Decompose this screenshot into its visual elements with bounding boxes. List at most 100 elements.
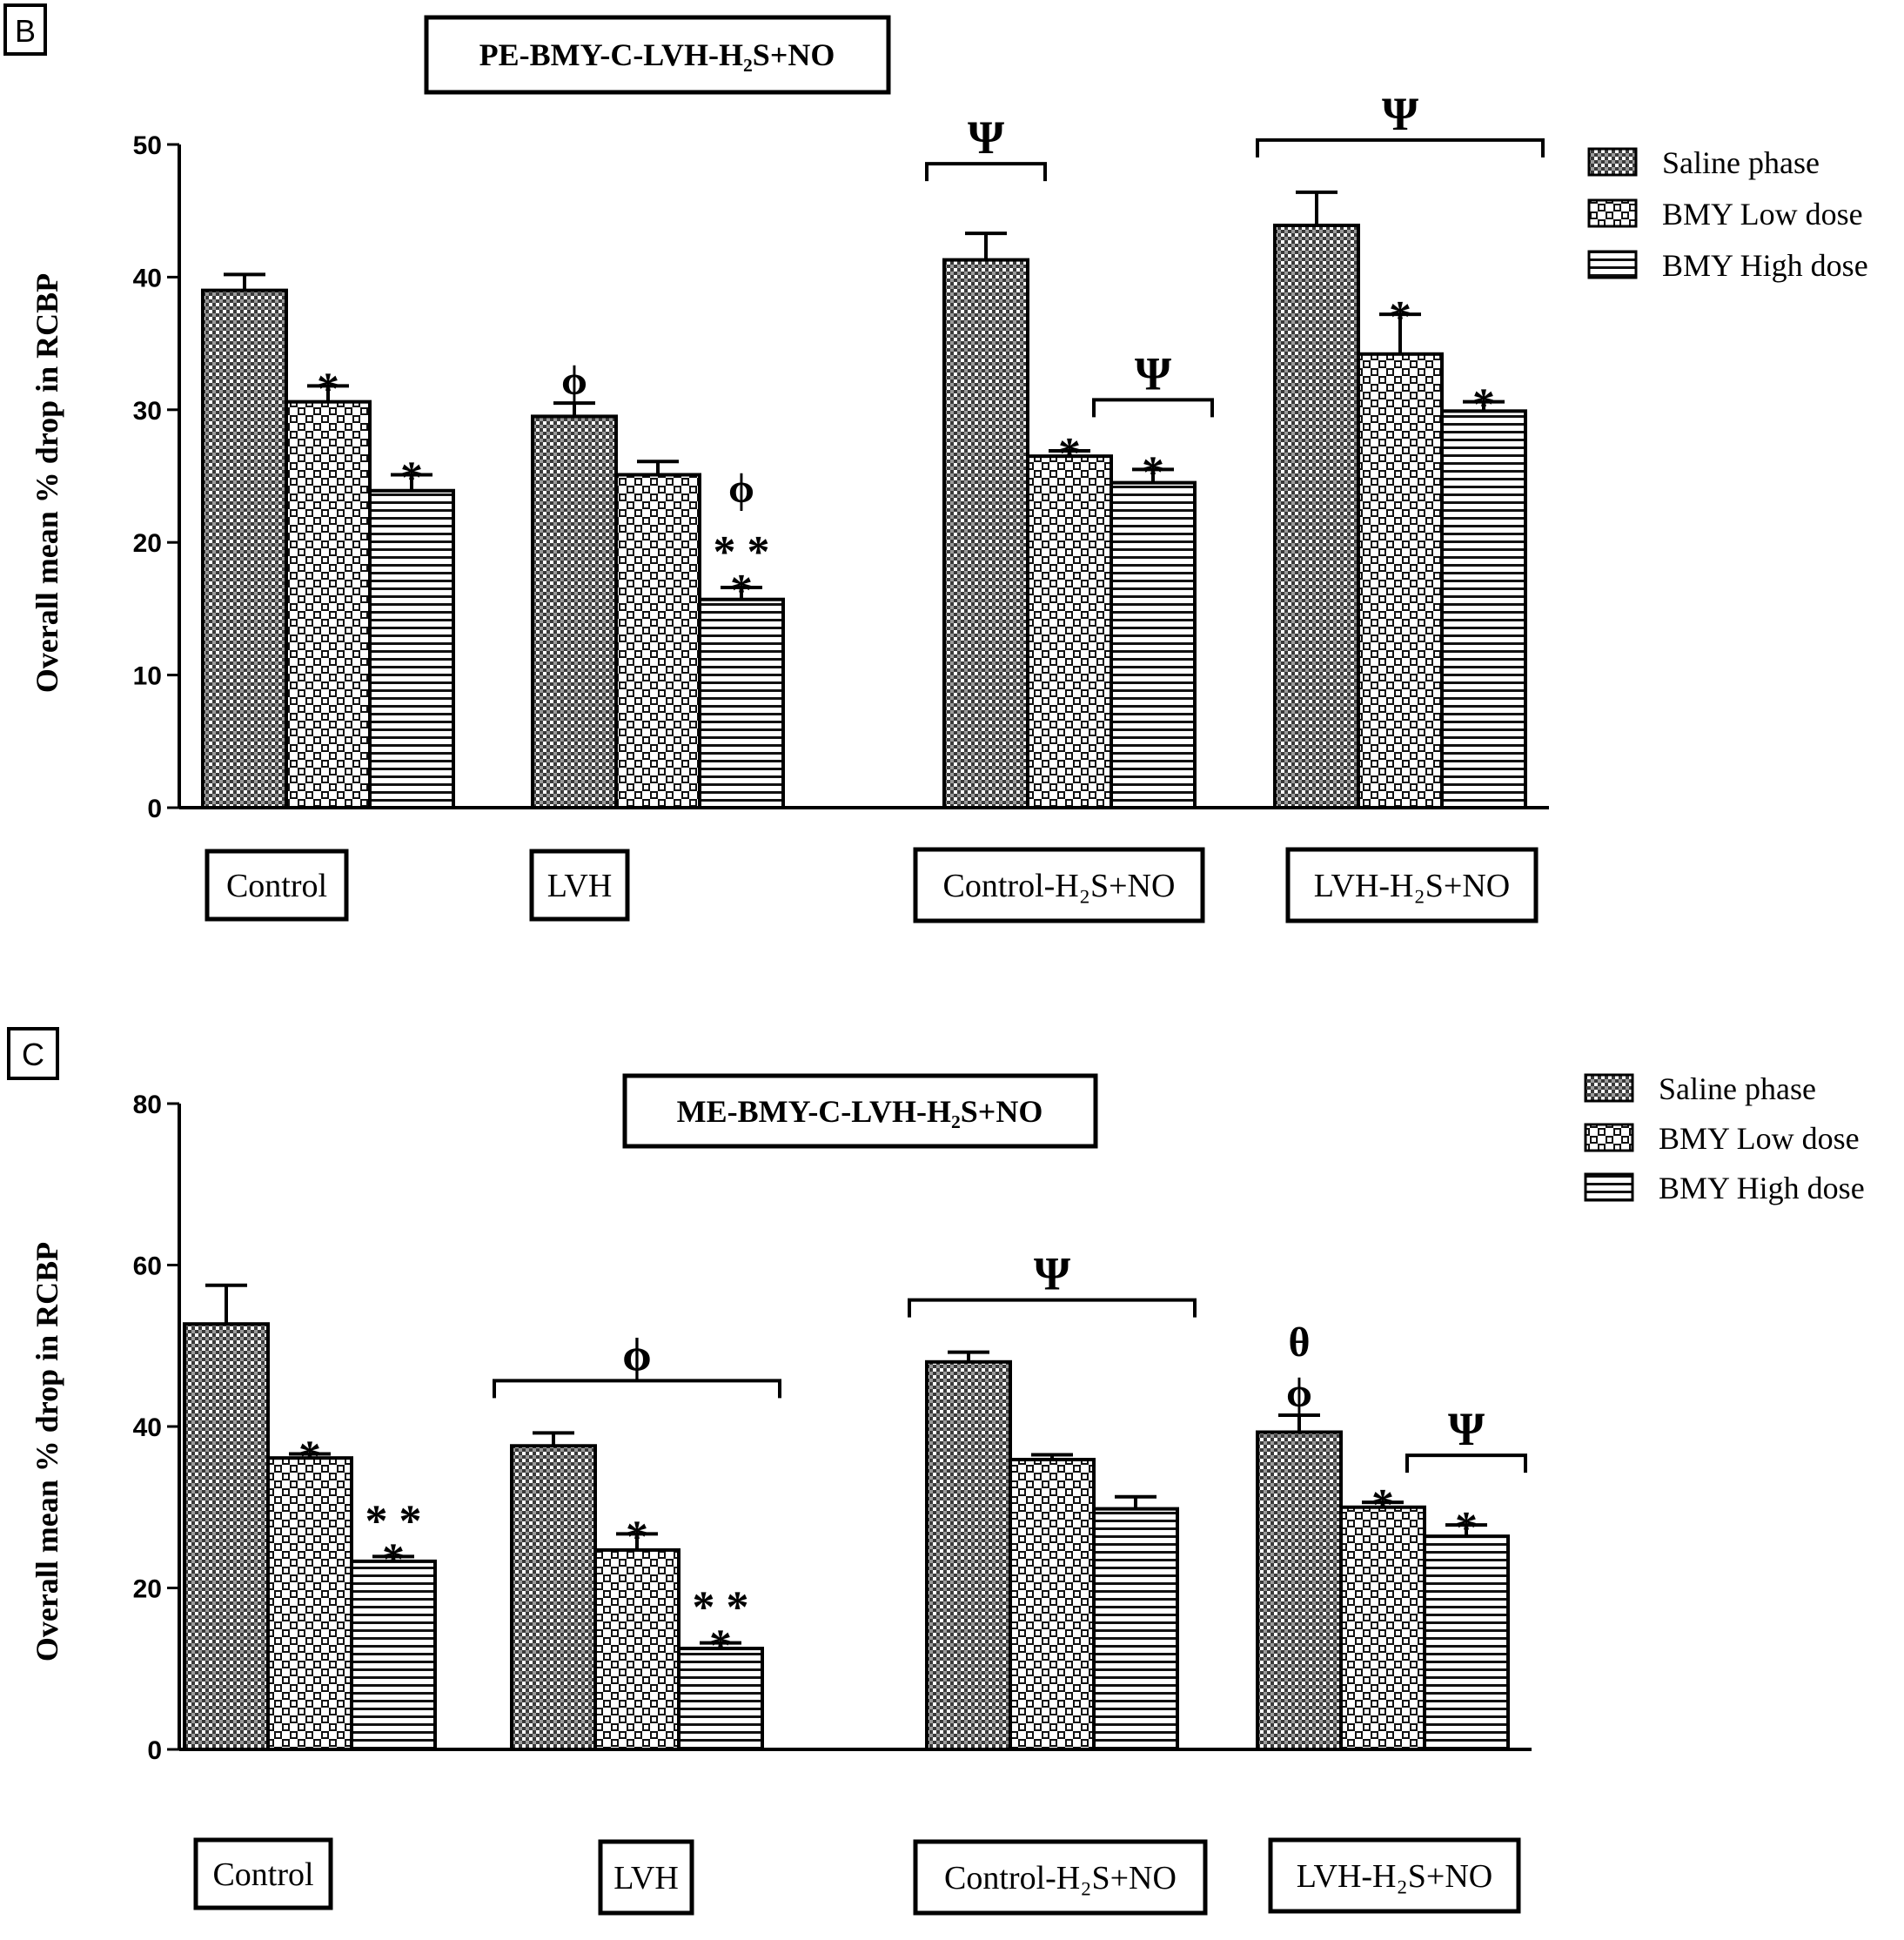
bar [1339,1505,1426,1751]
significance-star: * [1455,1503,1478,1553]
category-box [529,849,630,922]
significance-star: * [382,1534,405,1584]
category-box [913,1839,1208,1916]
significance-star: * [1058,429,1081,479]
significance-star: * [400,453,423,502]
bracket-symbol: Ψ [1448,1403,1485,1455]
bar [942,258,1029,809]
bracket-symbol: Ψ [1135,347,1171,399]
bar [1357,352,1444,809]
panel-c-title: ME-BMY-C-LVH-H₂S+NO [677,1094,1043,1129]
legend-swatch [1584,1172,1634,1202]
significance-star: * * [365,1496,422,1546]
x-tick-label: LVH [547,868,613,904]
x-tick-label: Control-H₂S+NO [944,1860,1177,1896]
significance-bracket [493,1379,781,1399]
significance-star: * [1371,1480,1394,1530]
category-box [913,847,1205,923]
legend-label: BMY Low dose [1662,197,1863,232]
bar [1026,454,1113,809]
significance-star: * [1389,292,1411,342]
y-tick-label: 40 [133,264,162,292]
legend-label: Saline phase [1659,1071,1816,1106]
significance-symbol: ϕ [1286,1370,1312,1416]
bracket-symbol: Ψ [1034,1248,1070,1300]
legend-label: BMY Low dose [1659,1121,1860,1156]
legend-label: BMY High dose [1659,1171,1865,1205]
x-tick-label: Control [226,868,327,904]
bar [1256,1430,1343,1752]
bar [925,1359,1012,1752]
legend-swatch [1584,1123,1634,1152]
legend-swatch [1587,198,1638,228]
bracket-symbol: Ψ [1382,88,1418,140]
panel-c-label: C [22,1037,44,1072]
significance-star: * [298,1433,321,1482]
x-tick-label: Control [212,1856,313,1893]
y-tick-label: 10 [133,662,162,691]
bar [368,488,455,809]
bar [698,597,785,809]
bar [593,1547,680,1751]
significance-star: * [709,1621,732,1671]
category-box [1268,1837,1521,1914]
bar [531,414,618,809]
x-tick-label: LVH-H₂S+NO [1297,1858,1492,1895]
legend-swatch [1587,250,1638,279]
y-tick-label: 20 [133,1575,162,1604]
significance-bracket [1092,398,1214,418]
bar [201,288,288,809]
bar [510,1444,597,1751]
legend-label: Saline phase [1662,145,1820,180]
category-box [193,1837,333,1910]
y-tick-label: 30 [133,397,162,426]
significance-star: * [317,364,339,413]
bracket-symbol: ϕ [622,1328,652,1380]
legend-swatch [1587,147,1638,177]
panel-b: B PE-BMY-C-LVH-H₂S+NO Overall mean % dro… [3,3,1868,923]
category-box [598,1839,694,1916]
significance-bracket [1256,138,1545,158]
y-tick-label: 80 [133,1091,162,1119]
panel-c: C ME-BMY-C-LVH-H₂S+NO Overall mean % dro… [7,1027,1865,1916]
bracket-symbol: Ψ [968,111,1004,164]
bar [1009,1458,1096,1751]
y-tick-label: 40 [133,1413,162,1442]
bar [350,1559,437,1751]
y-tick-label: 0 [147,1736,162,1765]
bar [1273,223,1360,809]
significance-star: * * [714,527,770,577]
bar [1440,409,1527,809]
significance-star: * [1472,380,1495,430]
panel-b-y-axis-label: Overall mean % drop in RCBP [30,273,64,693]
significance-star: * * [693,1583,749,1633]
significance-bracket [925,162,1047,182]
x-tick-label: Control-H₂S+NO [943,868,1176,904]
bar [1092,1507,1179,1751]
category-box [204,849,349,922]
y-tick-label: 50 [133,131,162,160]
y-tick-label: 0 [147,795,162,823]
significance-star: * [626,1512,648,1561]
bar [614,473,701,809]
bar [1110,480,1197,809]
legend-swatch [1584,1073,1634,1103]
significance-bracket [1405,1453,1527,1473]
bar [266,1456,353,1751]
significance-star: * [1142,447,1164,497]
significance-symbol: ϕ [561,358,587,404]
bar [183,1322,270,1752]
legend-label: BMY High dose [1662,248,1868,283]
x-tick-label: LVH [613,1860,679,1896]
y-tick-label: 20 [133,529,162,558]
panel-b-title: PE-BMY-C-LVH-H₂S+NO [479,37,835,72]
bar [285,399,372,809]
significance-bracket [908,1298,1197,1318]
y-tick-label: 60 [133,1252,162,1281]
panel-c-y-axis-label: Overall mean % drop in RCBP [30,1242,64,1661]
significance-symbol: ϕ [728,466,754,512]
